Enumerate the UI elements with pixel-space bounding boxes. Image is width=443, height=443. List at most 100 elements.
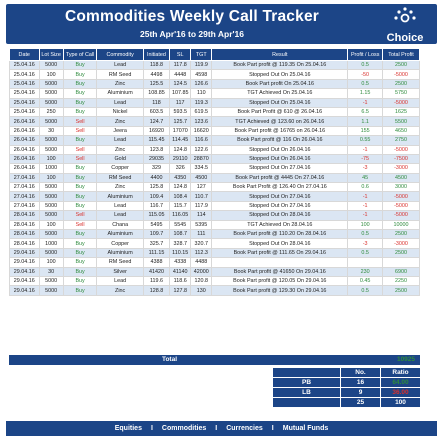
table-cell: 107.85	[169, 88, 192, 99]
table-cell: Book Part profit @ 16765 on 26.04.16	[211, 125, 349, 137]
table-cell: 118	[142, 97, 171, 108]
table-cell: -5000	[382, 69, 420, 80]
table-cell: 5000	[38, 135, 64, 146]
table-cell: 5000	[38, 247, 64, 259]
table-cell: Buy	[62, 172, 98, 184]
table-cell: 117.8	[169, 59, 192, 71]
table-cell: Zinc	[96, 144, 144, 155]
table-cell: 25.04.16	[9, 78, 40, 90]
table-row: 29.04.16 5000 Buy Lead 119.6 118.6 120.8 Book P…	[9, 275, 420, 287]
table-cell: 126.6	[190, 78, 213, 90]
table-cell: 334.5	[190, 163, 213, 174]
table-cell: Stopped Out On 28.04.16	[211, 238, 349, 249]
table-cell: 27.04.16	[9, 200, 40, 212]
total-row: Total 10925	[9, 355, 420, 365]
table-cell: 0.5	[347, 229, 384, 240]
table-cell: 26.04.16	[9, 153, 40, 165]
table-cell: 116.7	[142, 200, 171, 212]
table-cell: 27.04.16	[9, 182, 40, 193]
choice-logo: Choice	[379, 6, 431, 44]
table-row: 25.04.16 5000 Buy Lead 118 117 119.3 Stopped Ou…	[9, 97, 420, 108]
table-cell: Aluminium	[96, 191, 144, 202]
table-cell: Book Part Profit @ 126.40 On 27.04.16	[211, 182, 349, 193]
table-row: 29.04.16 30 Buy Silver 41420 41140 42000 Book P…	[9, 266, 420, 278]
table-row: 26.04.16 100 Sell Gold 29035 29110 28870 Stoppe…	[9, 153, 420, 165]
table-row: 28.04.16 100 Sell Chana 5495 5545 5395 TGT Achi…	[9, 219, 420, 231]
table-cell: -5000	[382, 200, 420, 212]
table-row: 27.04.16 100 Buy RM Seed 4400 4350 4500 Book Pa…	[9, 172, 420, 184]
table-cell: Sell	[62, 219, 98, 231]
table-cell: Copper	[96, 238, 144, 249]
table-cell: 1.15	[347, 88, 384, 99]
table-cell: 28.04.16	[9, 219, 40, 231]
table-cell: Sell	[62, 153, 98, 165]
table-cell: 0.5	[347, 247, 384, 259]
table-cell: 130	[190, 285, 213, 296]
table-cell: 29.04.16	[9, 285, 40, 296]
table-cell: 4500	[382, 172, 420, 184]
table-cell: 5000	[38, 116, 64, 127]
table-cell: 27.04.16	[9, 191, 40, 202]
table-cell: Buy	[62, 266, 98, 278]
table-cell: 17070	[169, 125, 192, 137]
table-cell: 325.7	[142, 238, 171, 249]
table-cell: Book Part profit @ 4445 On 27.04.16	[211, 172, 349, 184]
table-cell: 42000	[190, 266, 213, 278]
table-cell: Buy	[62, 285, 98, 296]
table-cell: -5000	[382, 191, 420, 202]
table-cell: 119.9	[190, 59, 213, 71]
table-cell: 122.6	[190, 144, 213, 155]
table-cell: 26.04.16	[9, 163, 40, 174]
table-cell: Book Part profit @ 119.35 On 25.04.16	[211, 59, 349, 71]
table-cell: 320.7	[190, 238, 213, 249]
table-cell: 5000	[38, 275, 64, 287]
table-row: 25.04.16 5000 Buy Aluminium 108.85 107.85 110 T…	[9, 88, 420, 99]
summary-label	[272, 397, 341, 408]
table-cell: 5000	[38, 191, 64, 202]
table-cell: Buy	[62, 78, 98, 90]
table-cell: Buy	[62, 97, 98, 108]
footer-item: Commodities	[161, 425, 207, 432]
table-cell: 26.04.16	[9, 125, 40, 137]
table-cell: 118.8	[142, 59, 171, 71]
table-cell: 5750	[382, 88, 420, 99]
summary-label: PB	[272, 377, 341, 388]
table-cell: 117.9	[190, 200, 213, 212]
table-cell: 125.8	[142, 182, 171, 193]
table-cell: -3	[347, 238, 384, 249]
call-tracker-table: Date Lot Size Type of Call Commodity Initiat…	[9, 48, 420, 296]
table-row: 28.04.16 5000 Buy Aluminium 109.7 108.7 111 Boo…	[9, 229, 420, 240]
page-title: Commodities Weekly Call Tracker	[64, 8, 320, 25]
table-cell: 4400	[142, 172, 171, 184]
table-cell: 5000	[38, 285, 64, 296]
table-cell: 116.6	[190, 135, 213, 146]
table-cell: 3000	[382, 182, 420, 193]
summary-no: 16	[340, 377, 381, 388]
table-cell: Stopped Out On 27.04.16	[211, 163, 349, 174]
table-cell: 2250	[382, 275, 420, 287]
summary-blank-cell	[272, 367, 341, 378]
date-range: 25th Apr'16 to 29th Apr'16	[139, 29, 245, 39]
table-cell: TGT Achieved On 25.04.16	[211, 88, 349, 99]
footer-separator: I	[150, 425, 153, 432]
footer-item: Currencies	[226, 425, 263, 432]
table-cell: 2500	[382, 78, 420, 90]
column-header: Result	[211, 48, 349, 61]
summary-header-row: No. Ratio	[272, 367, 421, 378]
table-cell: Zinc	[96, 78, 144, 90]
table-cell: 2500	[382, 229, 420, 240]
table-cell: Aluminium	[96, 247, 144, 259]
table-cell: 100	[38, 153, 64, 165]
table-cell: 124.7	[142, 116, 171, 127]
table-cell	[211, 257, 349, 268]
table-cell: 27.04.16	[9, 172, 40, 184]
table-cell: 115.05	[142, 210, 171, 221]
table-cell: Book Part profit @ 129.30 On 29.04.16	[211, 285, 349, 296]
table-cell: 328.7	[169, 238, 192, 249]
table-cell: -5000	[382, 97, 420, 108]
table-cell: 119.3	[190, 97, 213, 108]
table-cell: 1000	[38, 238, 64, 249]
table-cell: 108.7	[169, 229, 192, 240]
table-cell: -1	[347, 200, 384, 212]
table-cell: 619.5	[190, 106, 213, 118]
